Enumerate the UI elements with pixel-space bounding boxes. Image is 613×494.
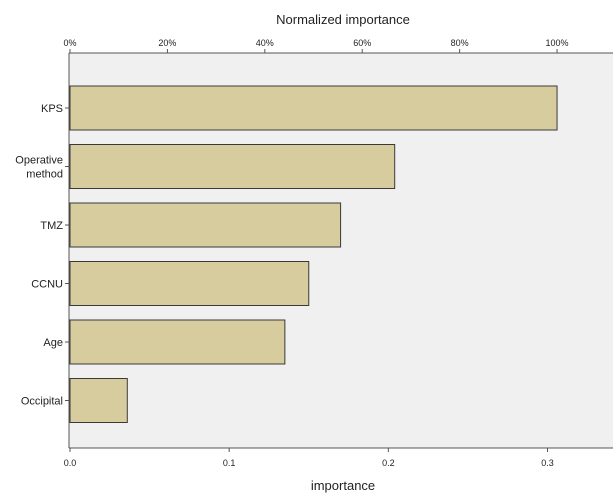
bar xyxy=(69,85,558,131)
bar xyxy=(69,144,396,189)
top-axis-tick-label: 100% xyxy=(546,38,569,48)
x-axis-tick-label: 0.1 xyxy=(223,458,236,468)
category-label: CCNU xyxy=(31,279,63,291)
bar xyxy=(69,378,128,423)
top-axis-tick-label: 60% xyxy=(353,38,371,48)
category-label: Occipital xyxy=(21,396,63,408)
category-label: Age xyxy=(43,337,63,349)
x-axis-tick-label: 0.3 xyxy=(541,458,554,468)
bar xyxy=(69,261,310,306)
category-labels: KPS Operative method TMZ CCNU Age Occipital xyxy=(15,103,69,408)
category-label: KPS xyxy=(41,103,63,115)
top-axis-tick-label: 40% xyxy=(256,38,274,48)
x-axis-title: importance xyxy=(311,478,375,493)
top-axis-tick-label: 80% xyxy=(451,38,469,48)
top-axis-tick-label: 20% xyxy=(158,38,176,48)
bar xyxy=(69,319,286,365)
top-axis-tick-label: 0% xyxy=(63,38,76,48)
category-label: Operative method xyxy=(15,155,63,181)
category-label: TMZ xyxy=(40,220,63,232)
x-axis-tick-label: 0.2 xyxy=(382,458,395,468)
top-axis: Normalized importance 0% 20% 40% 60% 80% 100% xyxy=(63,12,569,53)
bar xyxy=(69,202,342,248)
top-axis-title: Normalized importance xyxy=(276,12,410,27)
bars xyxy=(69,85,558,423)
x-axis-tick-label: 0.0 xyxy=(64,458,77,468)
bottom-axis: importance 0.0 0.1 0.2 0.3 xyxy=(64,448,554,493)
